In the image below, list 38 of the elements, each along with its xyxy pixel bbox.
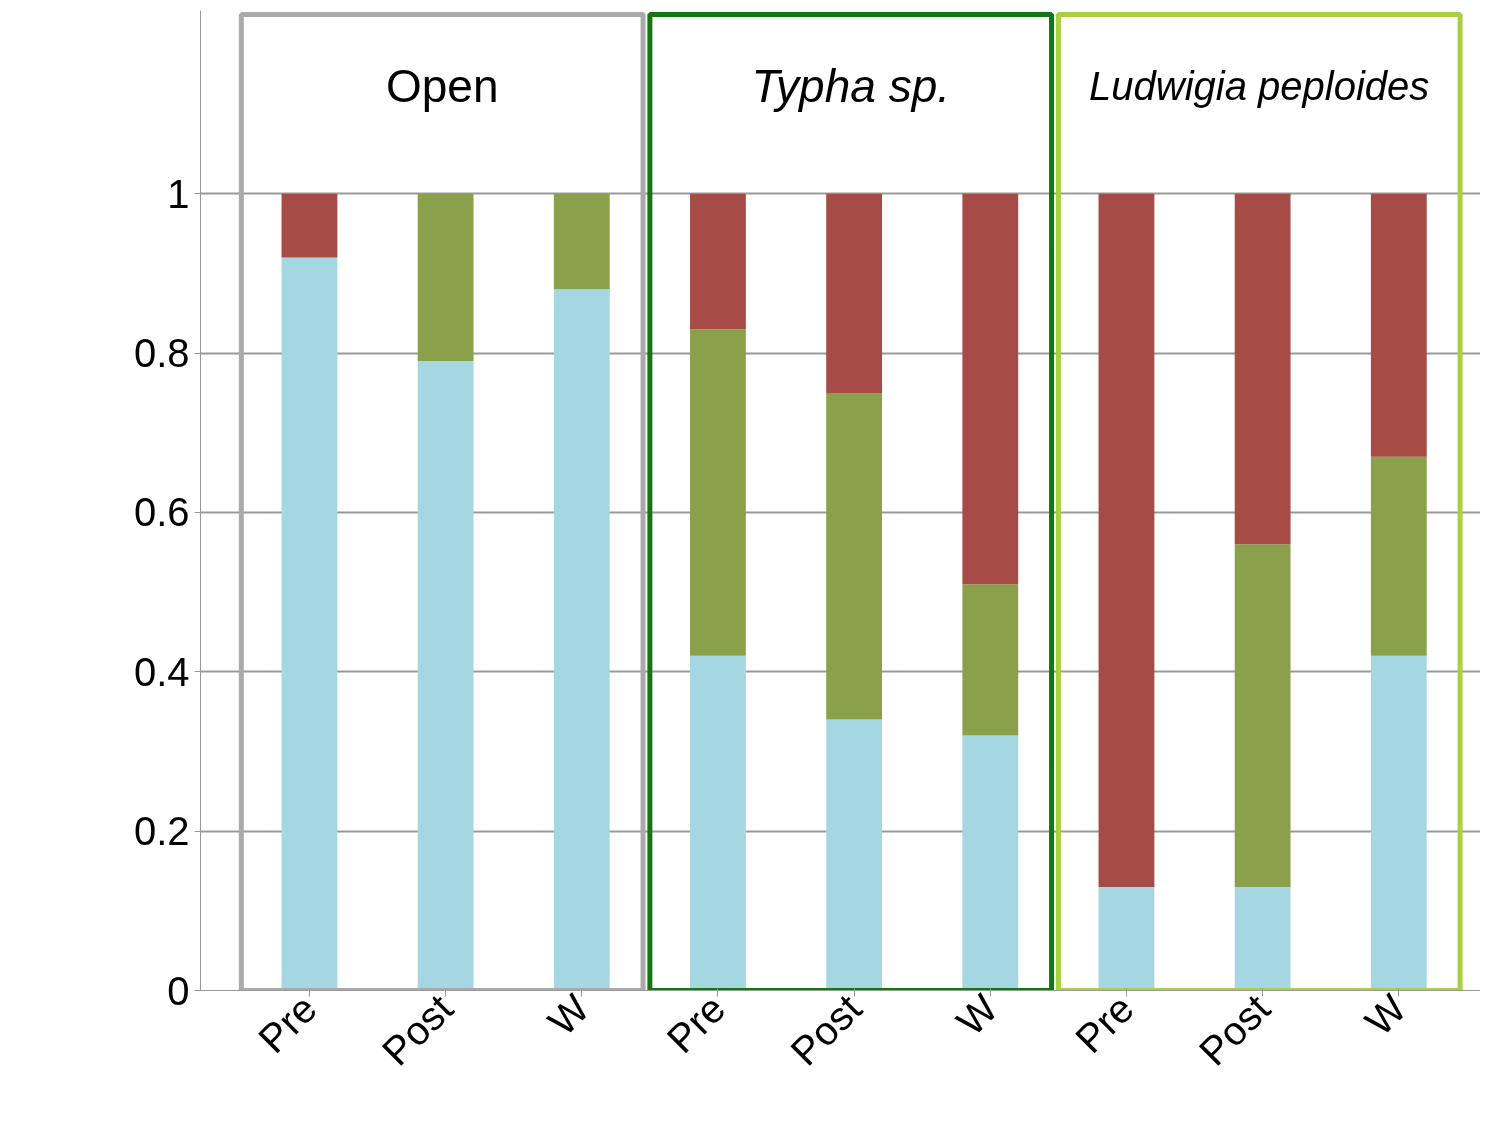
bar bbox=[690, 329, 746, 656]
bar bbox=[1234, 193, 1291, 545]
y-tick-label: 0.4 bbox=[133, 649, 190, 694]
y-tick-label: 0.6 bbox=[133, 490, 190, 535]
bar bbox=[1370, 193, 1427, 457]
x-tick-label: Pre bbox=[1066, 985, 1143, 1062]
y-tick-label: 0.2 bbox=[133, 809, 190, 854]
bar bbox=[826, 392, 883, 720]
x-tick-label: Pre bbox=[249, 985, 325, 1062]
bar bbox=[553, 289, 610, 991]
bar bbox=[826, 193, 883, 393]
bar bbox=[1370, 655, 1427, 991]
bar bbox=[417, 361, 474, 991]
bar bbox=[1234, 886, 1291, 991]
bar bbox=[962, 193, 1019, 585]
bar bbox=[553, 193, 610, 290]
bar bbox=[1098, 886, 1155, 991]
bar bbox=[962, 584, 1019, 736]
y-tick-label: 0.8 bbox=[133, 331, 190, 376]
bar bbox=[690, 655, 746, 991]
bar bbox=[281, 193, 338, 258]
y-tick-label: 1 bbox=[167, 171, 190, 216]
bar bbox=[826, 719, 883, 991]
annotation: Ludwigia peploides bbox=[1089, 64, 1430, 109]
bar bbox=[962, 735, 1019, 991]
x-tick-label: W bbox=[948, 985, 1007, 1044]
annotation: Typha sp. bbox=[751, 60, 950, 113]
x-tick-label: Pre bbox=[658, 985, 734, 1062]
bar bbox=[417, 193, 474, 362]
x-tick-label: W bbox=[539, 985, 598, 1044]
x-tick-label: W bbox=[1356, 985, 1415, 1044]
bar bbox=[1370, 456, 1427, 656]
bar bbox=[690, 193, 746, 330]
bar bbox=[1234, 544, 1291, 887]
annotation: Open bbox=[385, 60, 499, 113]
bar bbox=[281, 257, 338, 991]
y-tick-label: 0 bbox=[167, 968, 190, 1013]
bar bbox=[1098, 193, 1155, 887]
